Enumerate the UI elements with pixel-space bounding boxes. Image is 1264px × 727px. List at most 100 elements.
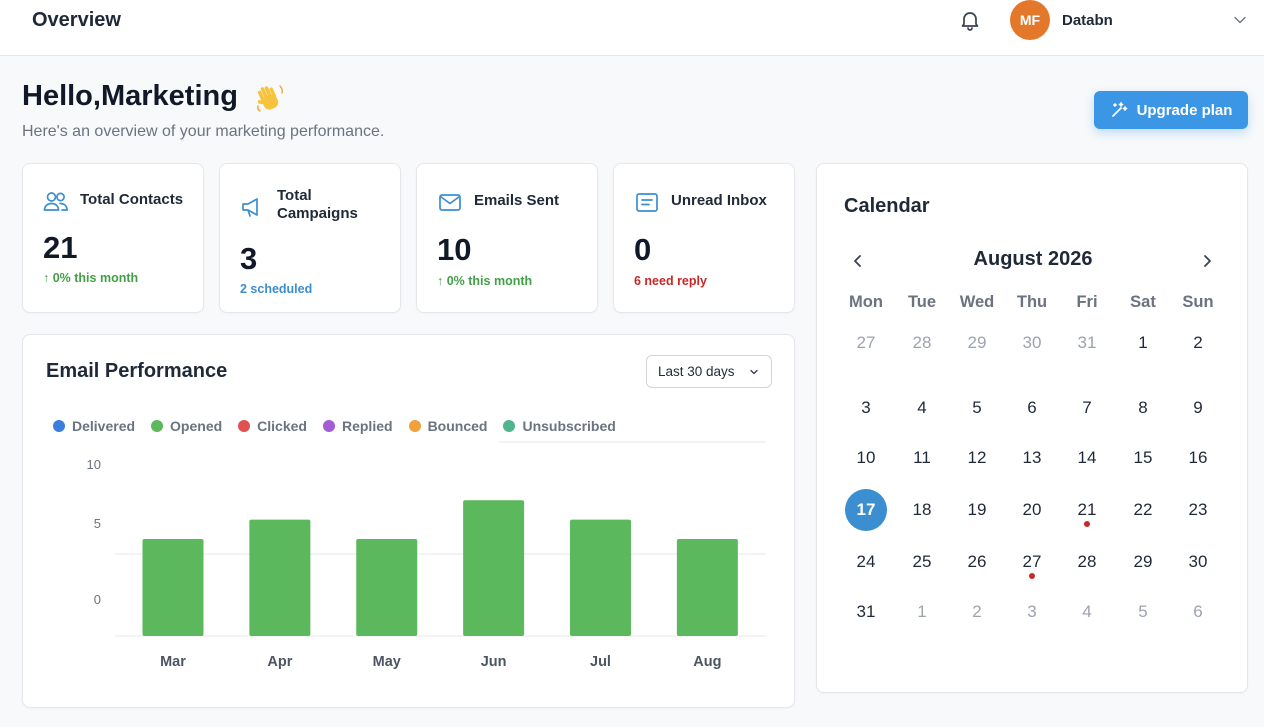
calendar-day[interactable]: 12 — [967, 448, 987, 467]
y-tick-label: 10 — [87, 457, 101, 472]
legend-dot — [151, 420, 164, 432]
calendar-day[interactable]: 30 — [1022, 333, 1042, 352]
calendar-day[interactable]: 4 — [917, 398, 927, 417]
legend-dot — [322, 420, 335, 432]
greeting-title: Hello,Marketing — [22, 80, 238, 112]
weekday-mon: Mon — [849, 293, 883, 311]
stat-label: Total Campaigns — [277, 187, 358, 222]
calendar-day[interactable]: 3 — [861, 398, 871, 417]
calendar-day[interactable]: 3 — [1027, 602, 1037, 621]
x-tick-label: Aug — [693, 654, 721, 670]
calendar-day[interactable]: 27 — [856, 333, 876, 352]
stat-card-unread-inbox[interactable]: Unread Inbox 0 6 need reply — [613, 163, 795, 313]
legend-dot — [53, 420, 65, 432]
calendar-day[interactable]: 1 — [917, 602, 927, 621]
x-tick-label: Apr — [267, 654, 292, 670]
calendar-day[interactable]: 29 — [967, 333, 987, 352]
legend-item-bounced[interactable]: Bounced — [408, 418, 487, 434]
chart-legend: Delivered Opened Clicked Replied Bounced Unsu… — [53, 417, 616, 435]
email-performance-title: Email Performance — [46, 360, 228, 382]
date-range-select[interactable]: Last 30 days — [646, 355, 772, 388]
legend-dot — [408, 420, 421, 432]
calendar-day[interactable]: 31 — [856, 602, 876, 621]
calendar-day[interactable]: 4 — [1082, 602, 1092, 621]
calendar-day[interactable]: 31 — [1077, 333, 1097, 352]
email-performance-chart: 10 5 0 Mar Apr May Jun Jul Aug — [87, 441, 766, 670]
event-dot — [1029, 573, 1035, 579]
calendar-title: Calendar — [844, 195, 930, 217]
calendar-day[interactable]: 9 — [1193, 398, 1203, 417]
calendar-day[interactable]: 25 — [912, 552, 932, 571]
x-tick-label: Jul — [590, 654, 611, 670]
calendar-day[interactable]: 11 — [913, 448, 931, 467]
calendar-day[interactable]: 22 — [1133, 500, 1153, 519]
bar-aug — [676, 539, 738, 636]
calendar-day[interactable]: 13 — [1022, 448, 1042, 467]
calendar-day[interactable]: 24 — [856, 552, 876, 571]
calendar-card: Calendar August 2026 Mon Tue Wed Thu Fri Sat S… — [816, 163, 1248, 693]
bar-may — [356, 539, 418, 636]
greeting-subtitle: Here's an overview of your marketing per… — [22, 123, 385, 140]
calendar-day-today[interactable]: 17 — [846, 490, 886, 530]
bell-icon[interactable] — [958, 8, 982, 32]
weekday-sun: Sun — [1182, 293, 1214, 311]
stat-value: 0 — [634, 232, 652, 267]
upgrade-plan-button[interactable]: Upgrade plan — [1094, 91, 1248, 129]
calendar-day[interactable]: 18 — [912, 500, 932, 519]
waving-hand-icon — [257, 85, 283, 112]
stat-card-emails-sent[interactable]: Emails Sent 10 ↑ 0% this month — [416, 163, 598, 313]
calendar-day[interactable]: 28 — [1077, 552, 1097, 571]
legend-label: Clicked — [257, 418, 307, 434]
legend-item-replied[interactable]: Replied — [322, 418, 393, 434]
calendar-day[interactable]: 6 — [1027, 398, 1037, 417]
chevron-down-icon[interactable] — [1232, 12, 1248, 28]
legend-label: Unsubscribed — [522, 418, 616, 434]
stat-card-total-contacts[interactable]: Total Contacts 21 ↑ 0% this month — [22, 163, 204, 313]
stat-value: 3 — [240, 241, 258, 276]
calendar-day[interactable]: 30 — [1188, 552, 1208, 571]
stat-label: Emails Sent — [474, 192, 560, 209]
calendar-day[interactable]: 2 — [972, 602, 982, 621]
calendar-day[interactable]: 1 — [1138, 333, 1148, 352]
calendar-day[interactable]: 15 — [1133, 448, 1153, 467]
calendar-day[interactable]: 14 — [1077, 448, 1097, 467]
calendar-day[interactable]: 8 — [1138, 398, 1148, 417]
event-dot — [1084, 521, 1090, 527]
legend-item-opened[interactable]: Opened — [151, 418, 222, 434]
page-title: Overview — [32, 9, 121, 31]
date-range-value: Last 30 days — [658, 364, 735, 379]
stat-value: 21 — [43, 230, 78, 265]
calendar-day[interactable]: 29 — [1133, 552, 1153, 571]
chevron-right-icon[interactable] — [1199, 252, 1215, 270]
stat-note: 2 scheduled — [240, 282, 313, 296]
chevron-left-icon[interactable] — [850, 252, 866, 270]
calendar-day[interactable]: 7 — [1082, 398, 1092, 417]
user-name[interactable]: Databn — [1062, 12, 1113, 29]
calendar-day[interactable]: 5 — [972, 398, 982, 417]
calendar-day[interactable]: 21 — [1077, 500, 1097, 519]
avatar[interactable]: MF — [1010, 0, 1050, 40]
legend-item-clicked[interactable]: Clicked — [238, 418, 307, 434]
legend-item-unsubscribed[interactable]: Unsubscribed — [503, 418, 616, 434]
legend-item-delivered[interactable]: Delivered — [53, 418, 135, 434]
legend-dot — [238, 420, 251, 432]
y-tick-label: 0 — [94, 592, 101, 607]
stat-value: 10 — [437, 232, 472, 267]
calendar-day[interactable]: 27 — [1022, 552, 1042, 571]
mail-icon — [439, 194, 461, 211]
calendar-day[interactable]: 5 — [1138, 602, 1148, 621]
x-tick-label: Mar — [160, 654, 186, 670]
calendar-day[interactable]: 23 — [1188, 500, 1208, 519]
megaphone-icon — [242, 198, 258, 217]
stat-card-total-campaigns[interactable]: Total Campaigns 3 2 scheduled — [219, 163, 401, 313]
chevron-down-icon — [750, 369, 758, 375]
calendar-day[interactable]: 16 — [1188, 448, 1208, 467]
calendar-day[interactable]: 2 — [1193, 333, 1203, 352]
calendar-day[interactable]: 20 — [1022, 500, 1042, 519]
calendar-day[interactable]: 6 — [1193, 602, 1203, 621]
calendar-day[interactable]: 10 — [856, 448, 876, 467]
calendar-day[interactable]: 19 — [967, 500, 987, 519]
calendar-day[interactable]: 26 — [967, 552, 987, 571]
stat-note: 6 need reply — [634, 274, 707, 288]
calendar-day[interactable]: 28 — [912, 333, 932, 352]
